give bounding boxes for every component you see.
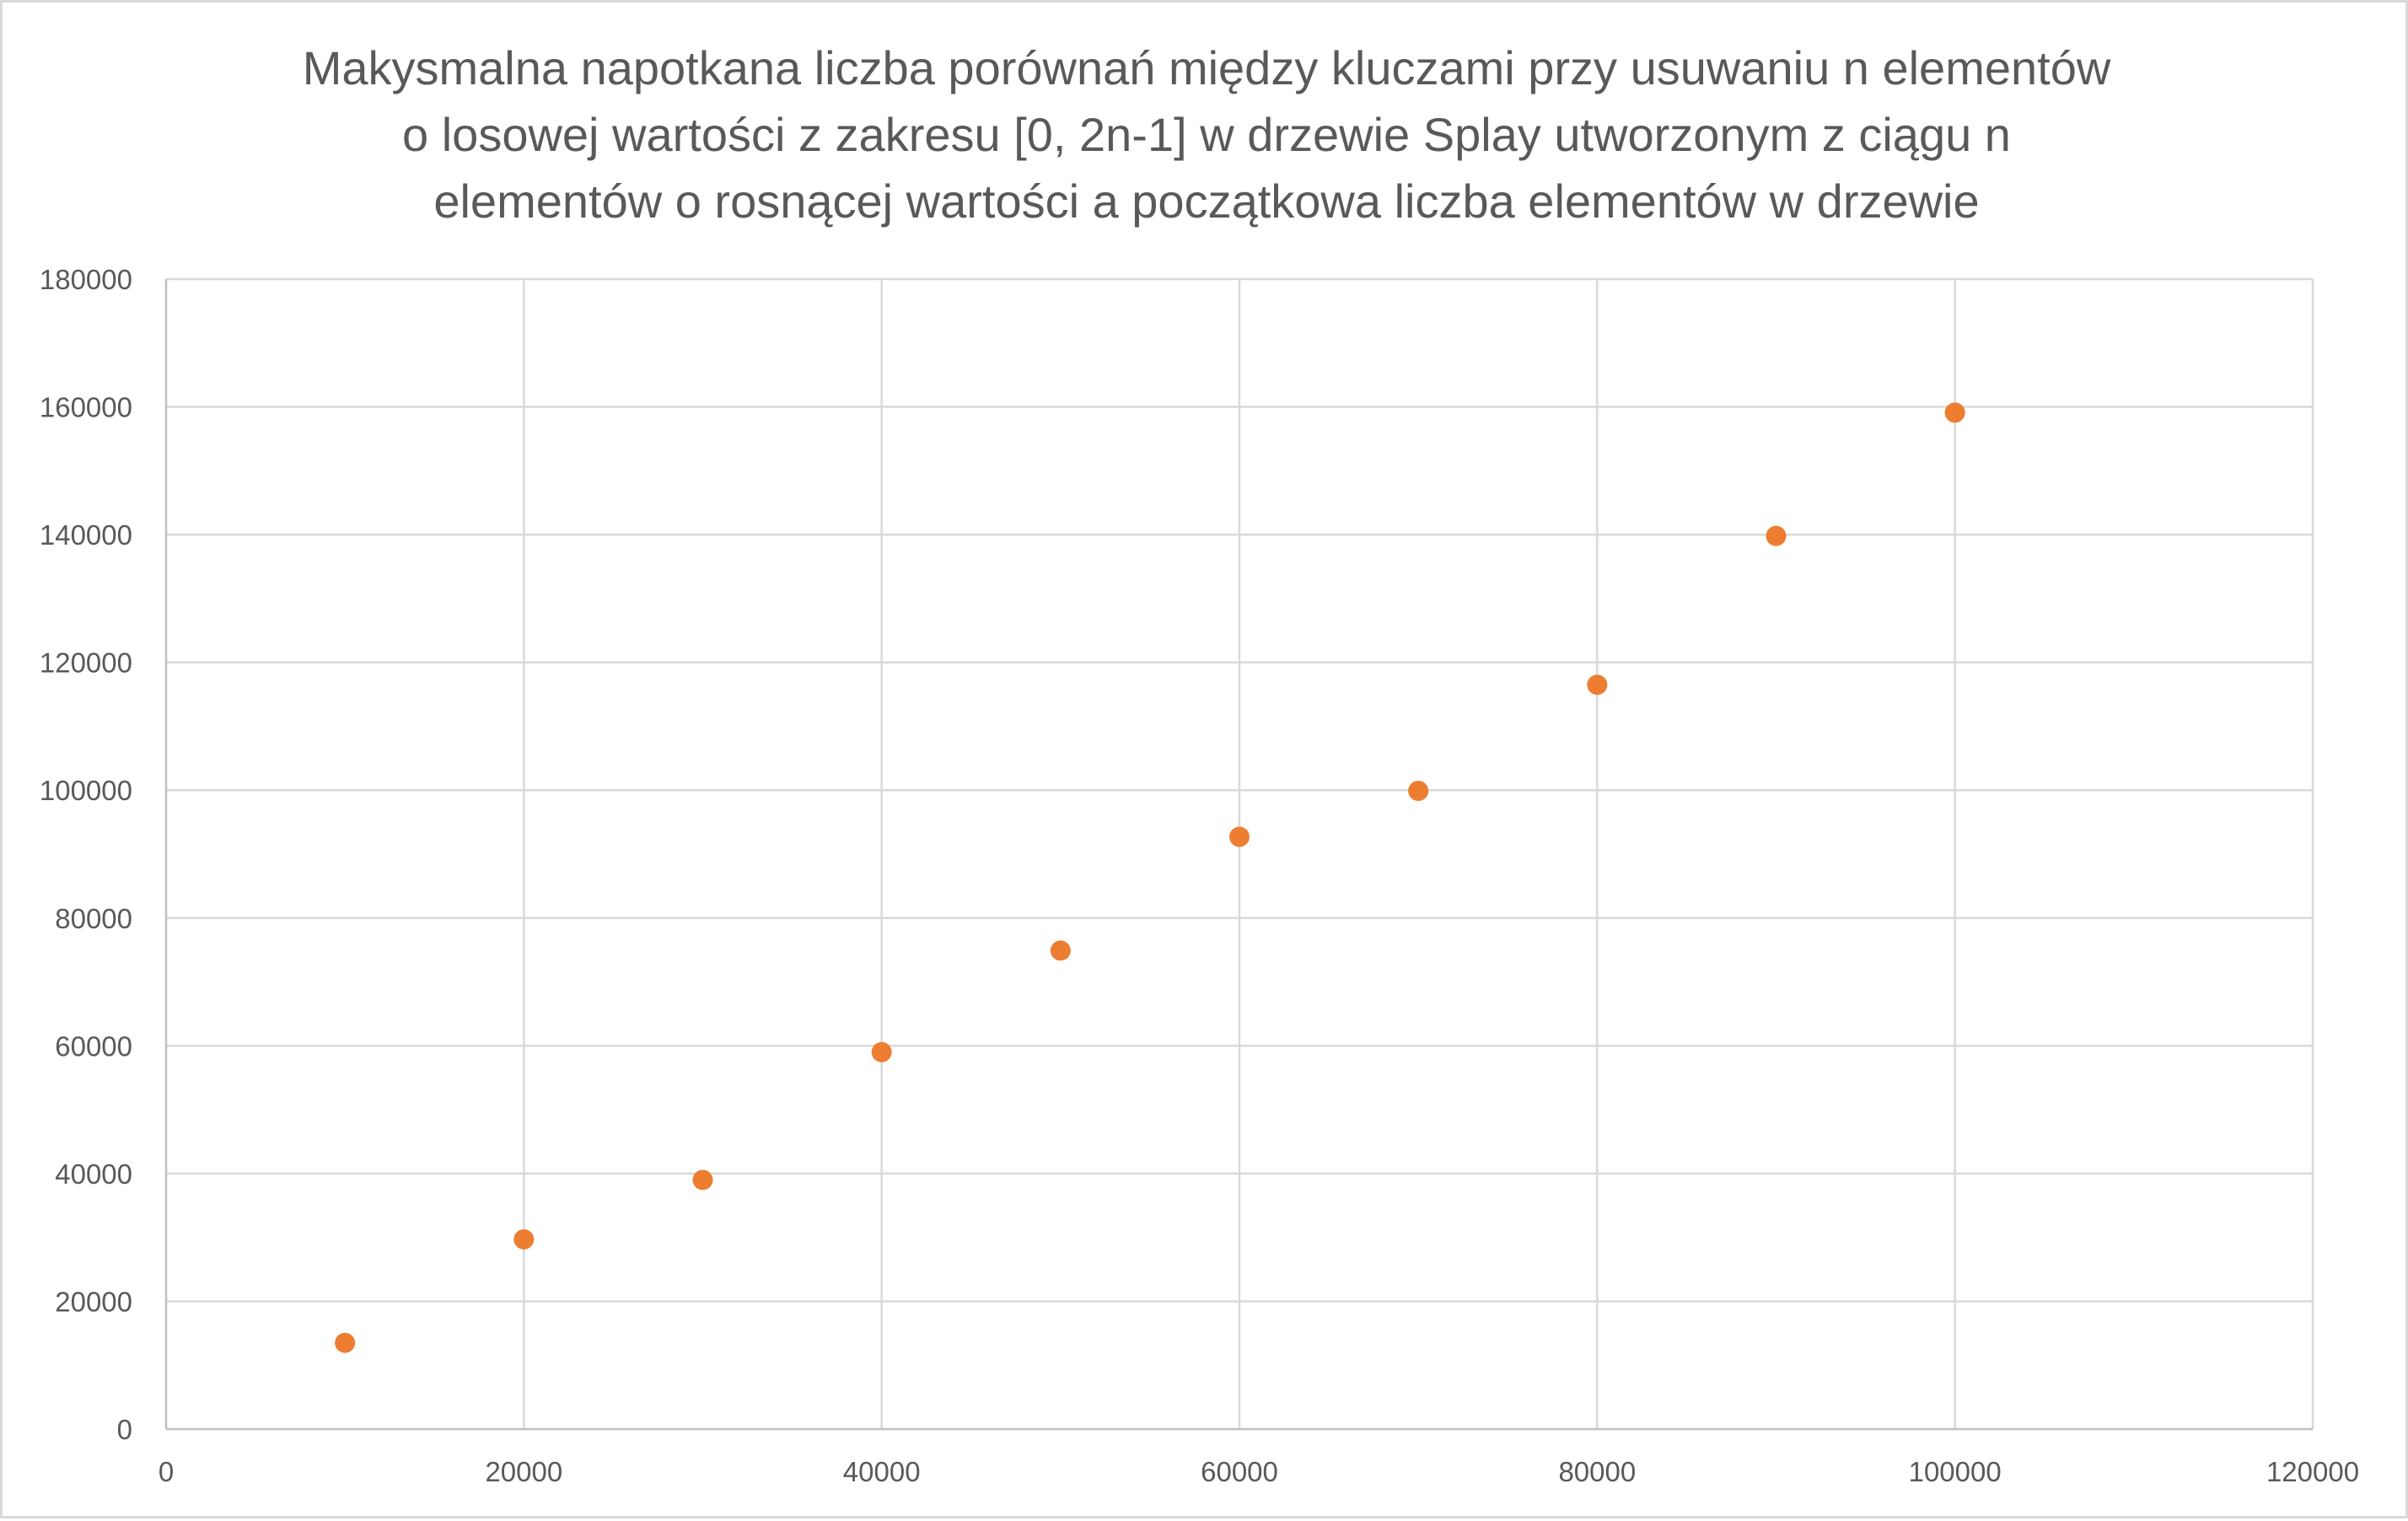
chart-title-line-1: Makysmalna napotkana liczba porównań mię… bbox=[302, 41, 2111, 94]
tick-labels: 0 20000 40000 60000 80000 100000 120000 140000 1… bbox=[40, 264, 2359, 1487]
chart-title-line-2: o losowej wartości z zakresu [0, 2n-1] w… bbox=[402, 108, 2011, 161]
x-tick-label: 20000 bbox=[485, 1456, 562, 1487]
y-tick-label: 40000 bbox=[55, 1158, 132, 1190]
data-point bbox=[1587, 675, 1608, 696]
data-points bbox=[335, 402, 1965, 1353]
y-tick-label: 120000 bbox=[40, 648, 132, 679]
chart-title-line-3: elementów o rosnącej wartości a początko… bbox=[433, 175, 1980, 228]
x-tick-label: 80000 bbox=[1558, 1456, 1636, 1487]
axes bbox=[164, 279, 2313, 1431]
scatter-plot: 0 20000 40000 60000 80000 100000 120000 140000 1… bbox=[40, 264, 2359, 1487]
y-tick-label: 80000 bbox=[55, 903, 132, 934]
x-tick-label: 100000 bbox=[1909, 1456, 2002, 1487]
data-point bbox=[1944, 402, 1965, 423]
data-point bbox=[1766, 525, 1787, 546]
data-point bbox=[1408, 780, 1429, 801]
y-tick-label: 0 bbox=[117, 1414, 132, 1445]
x-tick-label: 120000 bbox=[2266, 1456, 2359, 1487]
y-tick-label: 60000 bbox=[55, 1030, 132, 1061]
chart-title: Makysmalna napotkana liczba porównań mię… bbox=[3, 35, 2408, 234]
x-tick-label: 0 bbox=[159, 1456, 174, 1487]
y-tick-label: 160000 bbox=[40, 392, 132, 423]
data-point bbox=[871, 1041, 892, 1062]
y-tick-label: 180000 bbox=[40, 264, 132, 295]
x-tick-label: 40000 bbox=[843, 1456, 921, 1487]
data-point bbox=[1229, 826, 1250, 847]
data-point bbox=[335, 1332, 356, 1353]
gridlines bbox=[166, 277, 2314, 1429]
y-tick-label: 140000 bbox=[40, 519, 132, 551]
y-tick-label: 20000 bbox=[55, 1286, 132, 1317]
data-point bbox=[1050, 940, 1071, 961]
data-point bbox=[513, 1228, 535, 1250]
x-tick-label: 60000 bbox=[1201, 1456, 1278, 1487]
data-point bbox=[692, 1169, 713, 1190]
y-tick-label: 100000 bbox=[40, 775, 132, 806]
